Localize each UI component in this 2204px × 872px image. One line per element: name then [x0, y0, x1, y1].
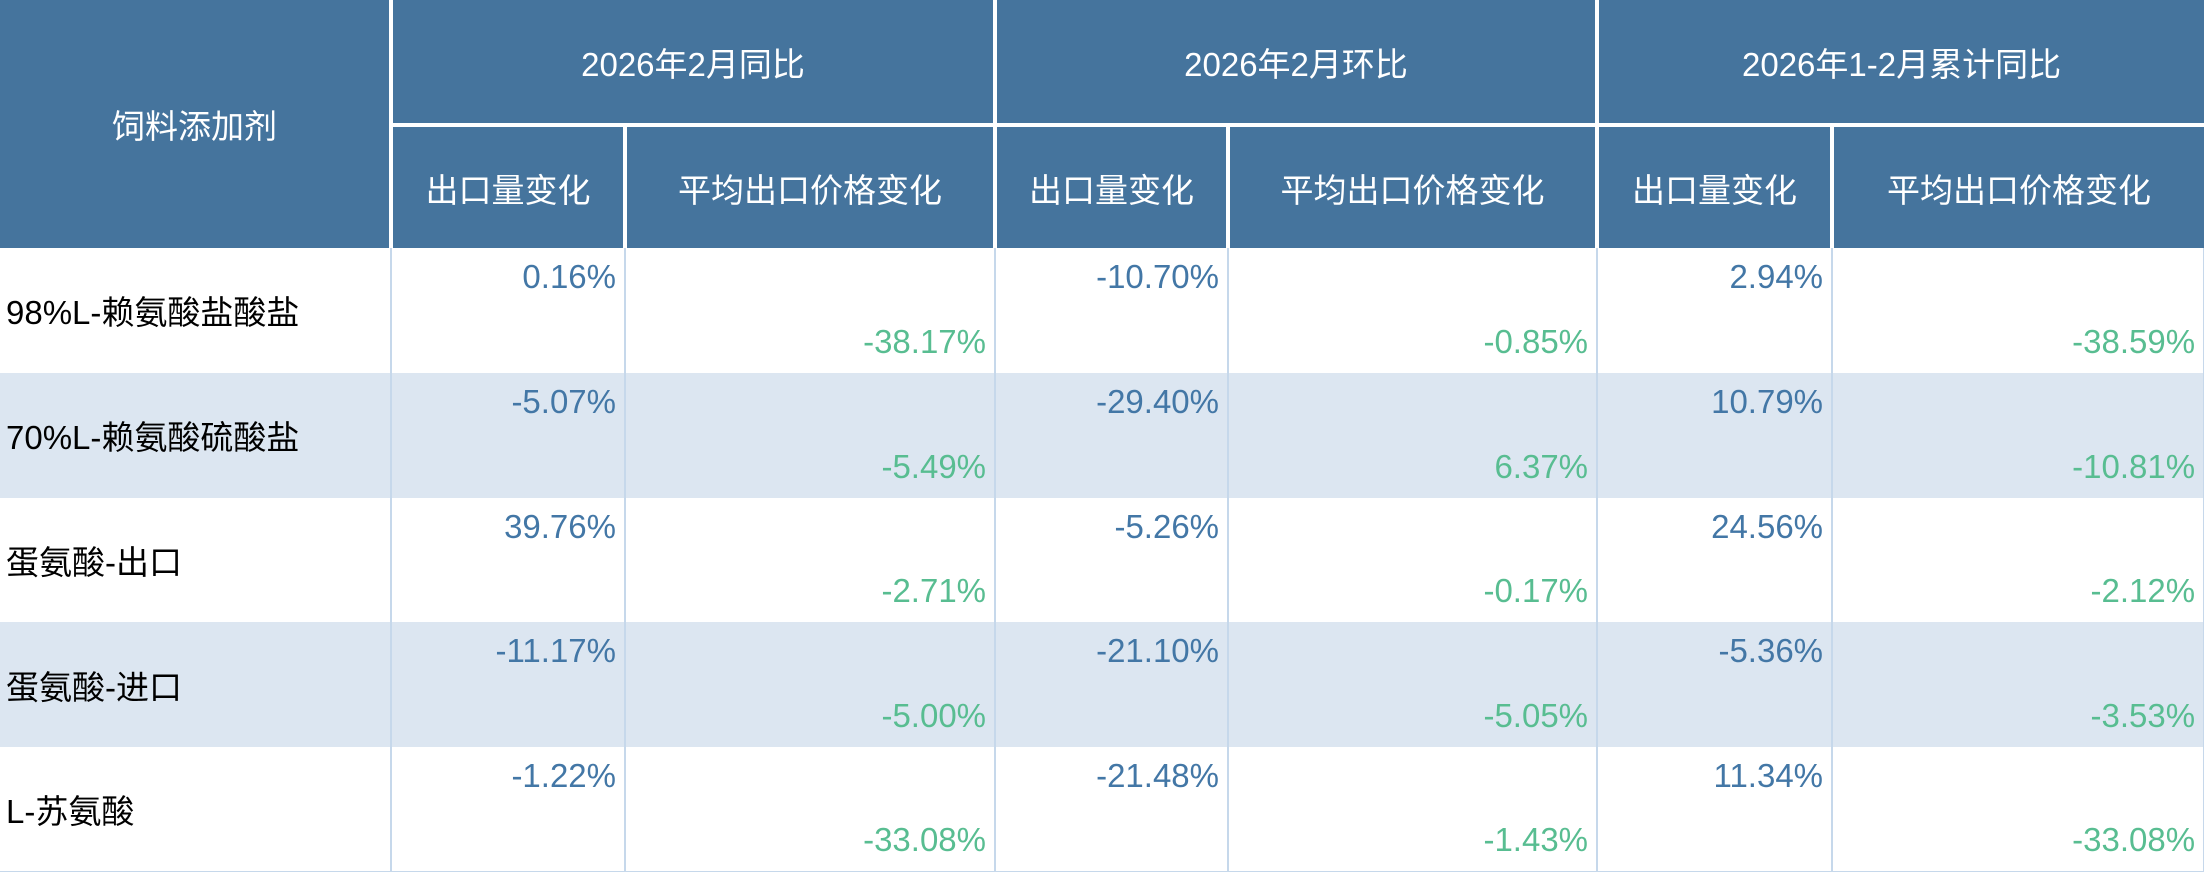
group-header-cumulative: 2026年1-2月累计同比: [1595, 0, 2204, 127]
product-name-cell: 蛋氨酸-进口: [0, 622, 392, 748]
cum-qty-cell: 11.34%: [1597, 747, 1834, 872]
table-row: 70%L-赖氨酸硫酸盐 -5.07% -5.49% -29.40% 6.37% …: [0, 372, 2204, 498]
yoy-price-cell: -5.00%: [625, 622, 997, 748]
mom-qty-cell: -21.10%: [995, 622, 1230, 748]
table-body: 98%L-赖氨酸盐酸盐 0.16% -38.17% -10.70% -0.85%…: [0, 248, 2204, 872]
subheader-yoy-price: 平均出口价格变化: [622, 125, 996, 248]
mom-price-cell: -0.17%: [1228, 497, 1599, 623]
subheader-cum-price: 平均出口价格变化: [1830, 125, 2204, 248]
header-sub-row: 出口量变化 平均出口价格变化 出口量变化 平均出口价格变化 出口量变化 平均出口…: [0, 125, 2204, 248]
yoy-qty-cell: 39.76%: [391, 497, 626, 623]
cum-price-cell: -10.81%: [1832, 372, 2204, 498]
header-group-row: 饲料添加剂 2026年2月同比 2026年2月环比 2026年1-2月累计同比: [0, 0, 2204, 248]
subheader-mom-qty: 出口量变化: [993, 125, 1229, 248]
mom-qty-cell: -21.48%: [995, 747, 1230, 872]
cum-price-cell: -38.59%: [1832, 248, 2204, 373]
group-header-yoy: 2026年2月同比: [388, 0, 996, 127]
cum-qty-cell: 2.94%: [1597, 248, 1834, 373]
cum-price-cell: -3.53%: [1832, 622, 2204, 748]
yoy-price-cell: -2.71%: [625, 497, 997, 623]
cum-qty-cell: 24.56%: [1597, 497, 1834, 623]
group-header-mom: 2026年2月环比: [993, 0, 1598, 127]
mom-price-cell: 6.37%: [1228, 372, 1599, 498]
cum-qty-cell: -5.36%: [1597, 622, 1834, 748]
table-row: 蛋氨酸-进口 -11.17% -5.00% -21.10% -5.05% -5.…: [0, 622, 2204, 748]
yoy-qty-cell: -5.07%: [391, 372, 626, 498]
mom-qty-cell: -5.26%: [995, 497, 1230, 623]
table-header: 饲料添加剂 2026年2月同比 2026年2月环比 2026年1-2月累计同比 …: [0, 0, 2204, 248]
table-row: 蛋氨酸-出口 39.76% -2.71% -5.26% -0.17% 24.56…: [0, 497, 2204, 623]
product-name-cell: 蛋氨酸-出口: [0, 497, 392, 623]
yoy-qty-cell: -11.17%: [391, 622, 626, 748]
table-row: L-苏氨酸 -1.22% -33.08% -21.48% -1.43% 11.3…: [0, 747, 2204, 872]
product-name-cell: 98%L-赖氨酸盐酸盐: [0, 248, 392, 373]
yoy-price-cell: -38.17%: [625, 248, 997, 373]
cum-qty-cell: 10.79%: [1597, 372, 1834, 498]
mom-qty-cell: -29.40%: [995, 372, 1230, 498]
cum-price-cell: -33.08%: [1832, 747, 2204, 872]
subheader-yoy-qty: 出口量变化: [389, 125, 625, 248]
product-name-cell: 70%L-赖氨酸硫酸盐: [0, 372, 392, 498]
yoy-qty-cell: 0.16%: [391, 248, 626, 373]
subheader-cum-qty: 出口量变化: [1595, 125, 1833, 248]
yoy-price-cell: -33.08%: [625, 747, 997, 872]
mom-price-cell: -5.05%: [1228, 622, 1599, 748]
mom-price-cell: -1.43%: [1228, 747, 1599, 872]
yoy-price-cell: -5.49%: [625, 372, 997, 498]
mom-price-cell: -0.85%: [1228, 248, 1599, 373]
yoy-qty-cell: -1.22%: [391, 747, 626, 872]
subheader-mom-price: 平均出口价格变化: [1226, 125, 1598, 248]
table-row: 98%L-赖氨酸盐酸盐 0.16% -38.17% -10.70% -0.85%…: [0, 248, 2204, 373]
product-name-cell: L-苏氨酸: [0, 747, 392, 872]
cum-price-cell: -2.12%: [1832, 497, 2204, 623]
mom-qty-cell: -10.70%: [995, 248, 1230, 373]
corner-header-cell: 饲料添加剂: [0, 0, 393, 248]
